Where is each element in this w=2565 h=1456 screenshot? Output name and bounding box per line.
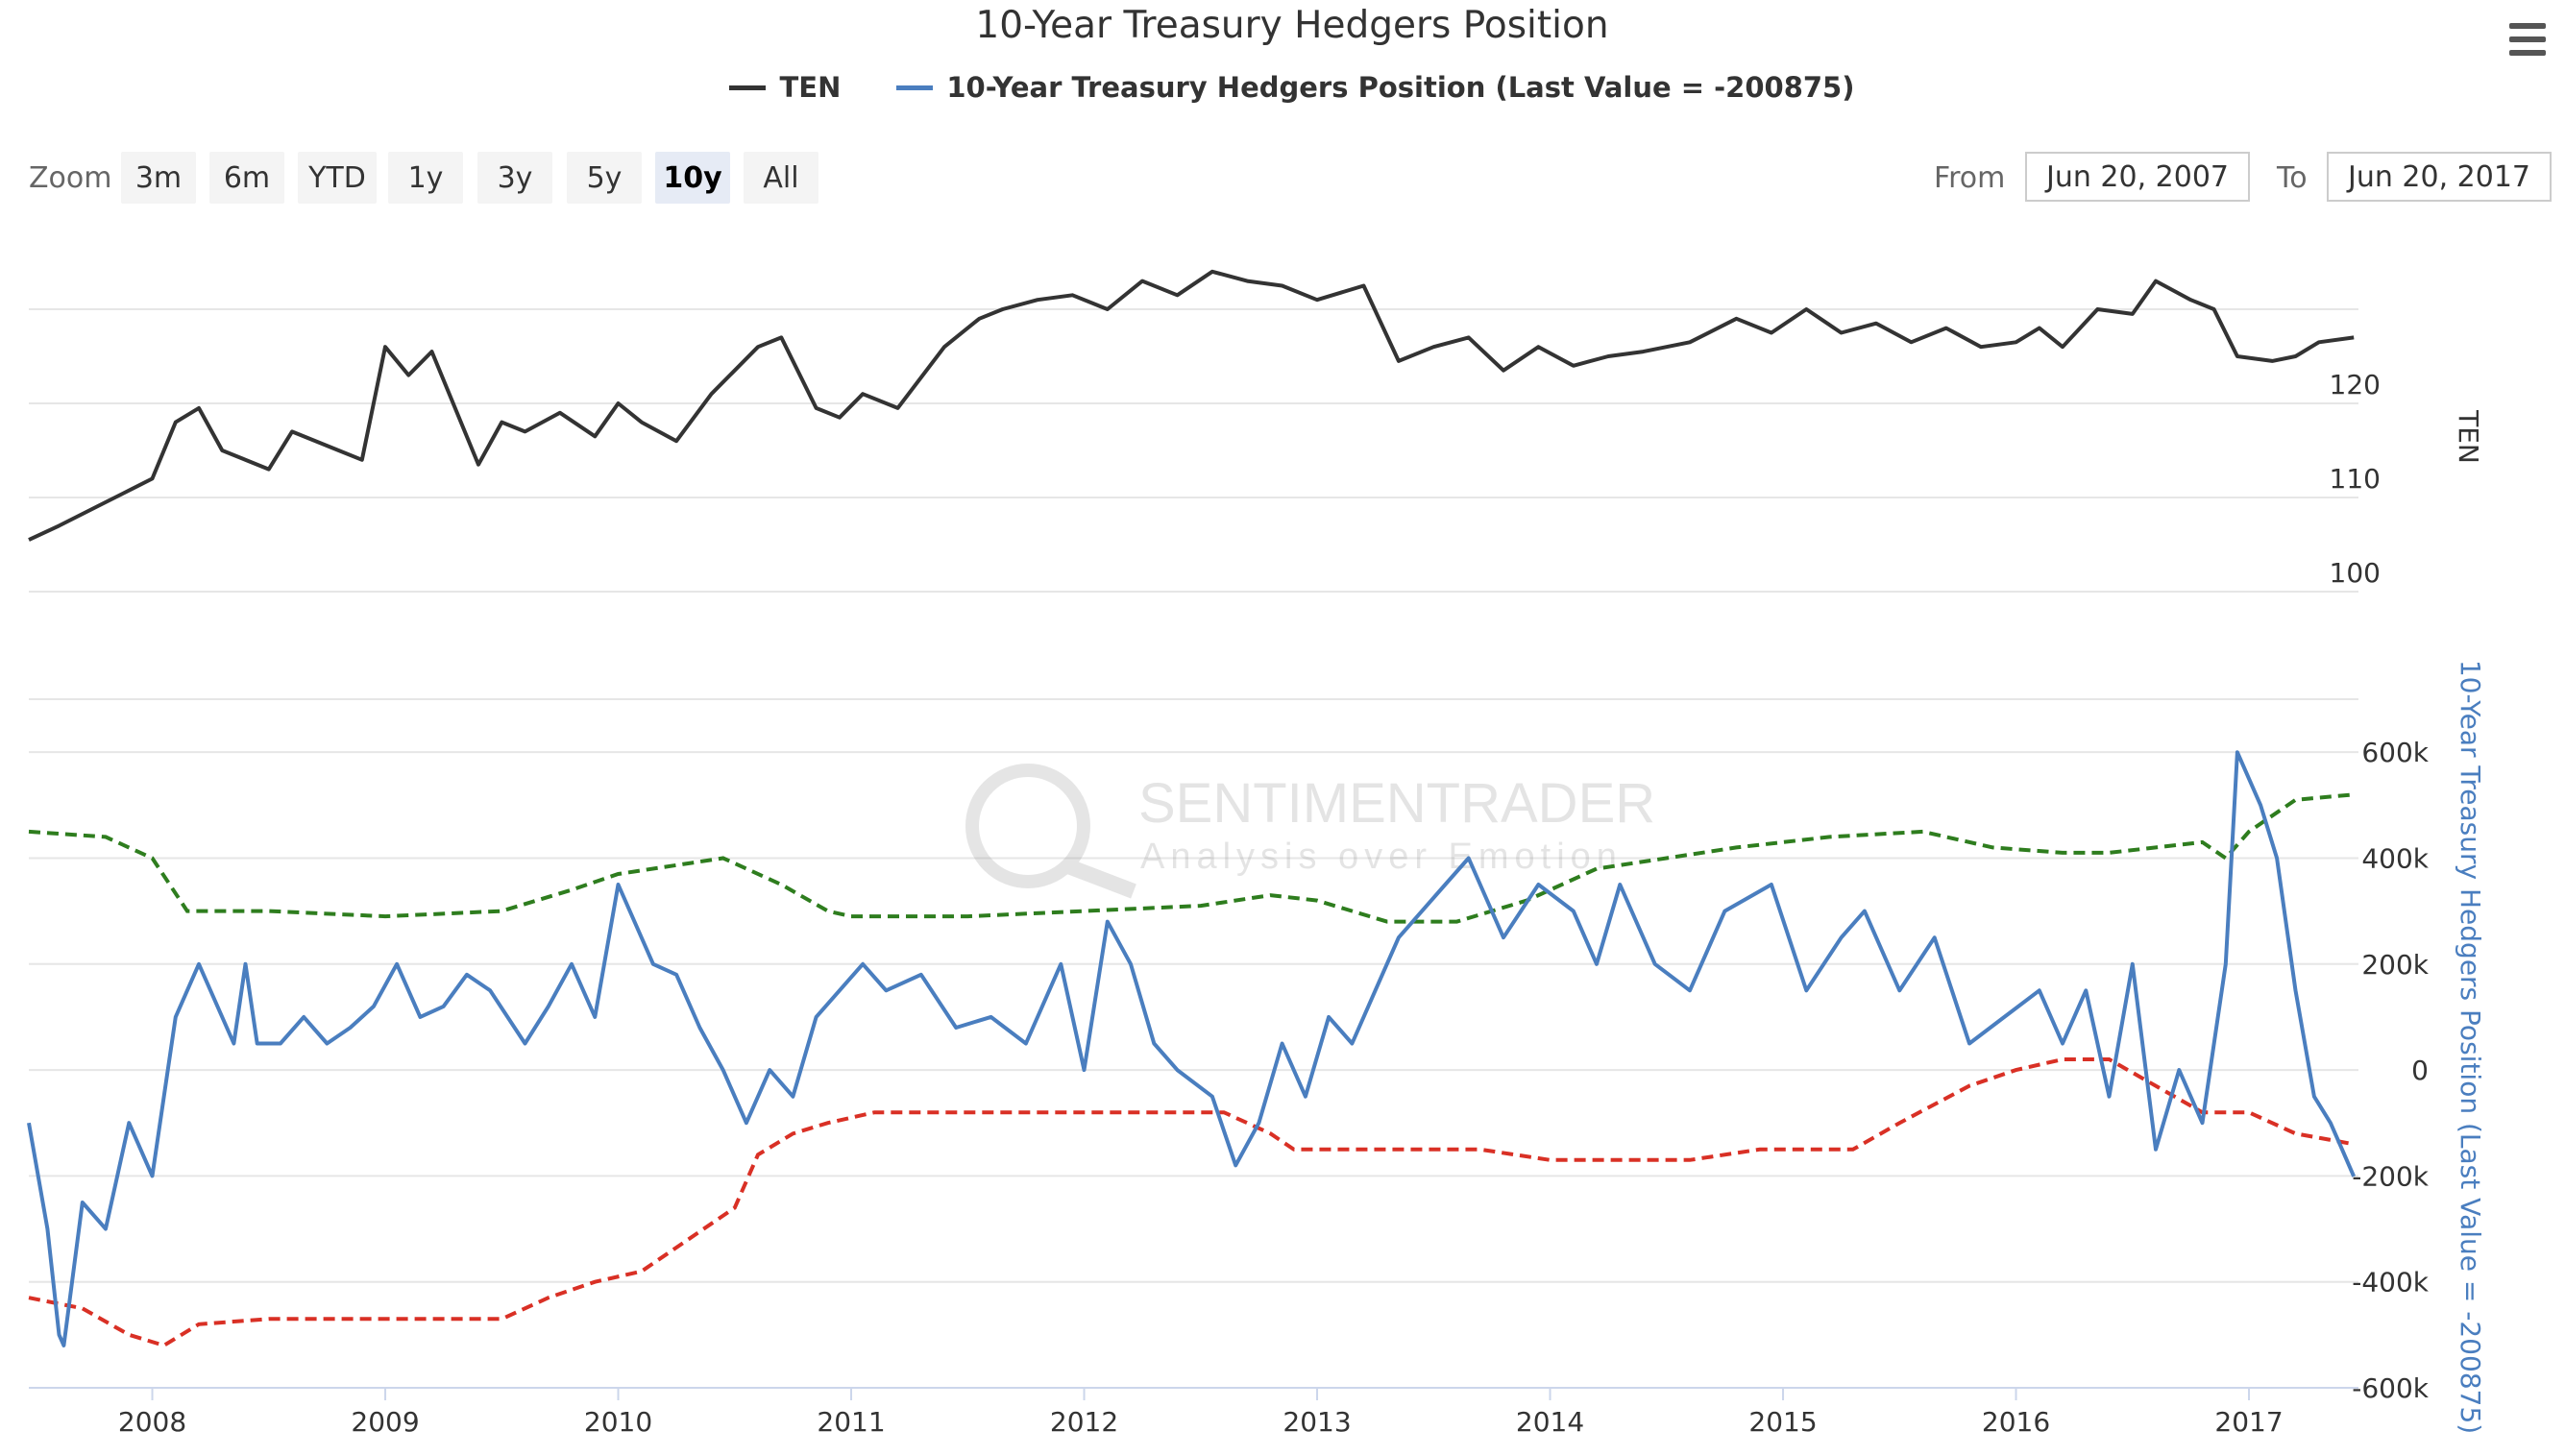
y-tick-hedgers: -200k [2352,1160,2430,1192]
x-tick-label: 2014 [1516,1406,1584,1438]
y-axis-title-ten: TEN [2453,409,2484,464]
legend-label-ten: TEN [779,71,842,104]
y-tick-hedgers: 600k [2361,737,2429,768]
x-tick-label: 2012 [1050,1406,1118,1438]
x-tick-label: 2016 [1982,1406,2050,1438]
y-tick-hedgers: -600k [2352,1372,2430,1404]
zoom-button-10y[interactable]: 10y [655,152,730,204]
x-tick-label: 2010 [584,1406,652,1438]
zoom-button-1y[interactable]: 1y [388,152,463,204]
zoom-button-ytd[interactable]: YTD [298,152,377,204]
legend-item-ten[interactable]: TEN [729,71,841,104]
zoom-button-5y[interactable]: 5y [567,152,642,204]
legend: TEN 10-Year Treasury Hedgers Position (L… [0,71,2565,104]
axes-layer: 100 110 120 TEN -600k -400k -200k 0 200k 400k 600k… [29,369,2486,1438]
to-label: To [2277,161,2308,195]
lower-band-line [28,1057,2355,1348]
from-label: From [1934,161,2006,195]
legend-label-hedgers: 10-Year Treasury Hedgers Position (Last … [946,71,1855,104]
watermark-tagline: Analysis over Emotion [1140,837,1623,877]
watermark-magnifier-handle [1065,859,1136,899]
ten-price-line [28,269,2355,542]
chart-title: 10-Year Treasury Hedgers Position [975,4,1609,47]
x-tick-label: 2008 [118,1406,186,1438]
from-date-input[interactable]: Jun 20, 2007 [2025,152,2250,202]
x-tick-label: 2013 [1282,1406,1351,1438]
x-tick-label: 2011 [817,1406,885,1438]
y-tick-hedgers: 400k [2361,842,2429,874]
watermark: SENTIMENTRADER Analysis over Emotion [965,764,1655,899]
hamburger-menu-icon[interactable] [2505,21,2550,60]
y-tick-hedgers: 0 [2411,1055,2429,1086]
y-tick-hedgers: 200k [2361,949,2429,981]
x-tick-label: 2009 [351,1406,419,1438]
watermark-brand: SENTIMENTRADER [1138,772,1655,835]
legend-line-hedgers [896,85,934,90]
to-date-input[interactable]: Jun 20, 2017 [2327,152,2552,202]
zoom-button-3y[interactable]: 3y [477,152,552,204]
zoom-button-3m[interactable]: 3m [121,152,196,204]
upper-band-line [28,792,2355,924]
x-tick-label: 2017 [2214,1406,2283,1438]
legend-item-hedgers[interactable]: 10-Year Treasury Hedgers Position (Last … [896,71,1855,104]
zoom-label: Zoom [29,161,112,195]
grid-lines [29,308,2358,1389]
hedgers-position-line [27,750,2357,1347]
y-tick-ten: 100 [2330,557,2381,589]
zoom-button-6m[interactable]: 6m [209,152,284,204]
watermark-logo-icon [965,764,1090,888]
y-tick-hedgers: -400k [2352,1267,2430,1298]
zoom-button-all[interactable]: All [744,152,818,204]
legend-line-ten [729,85,767,90]
x-tick-label: 2015 [1748,1406,1817,1438]
y-axis-title-hedgers: 10-Year Treasury Hedgers Position (Last … [2455,660,2486,1434]
series-layer [27,269,2357,1348]
y-tick-ten: 110 [2330,463,2381,495]
y-tick-ten: 120 [2330,369,2381,400]
